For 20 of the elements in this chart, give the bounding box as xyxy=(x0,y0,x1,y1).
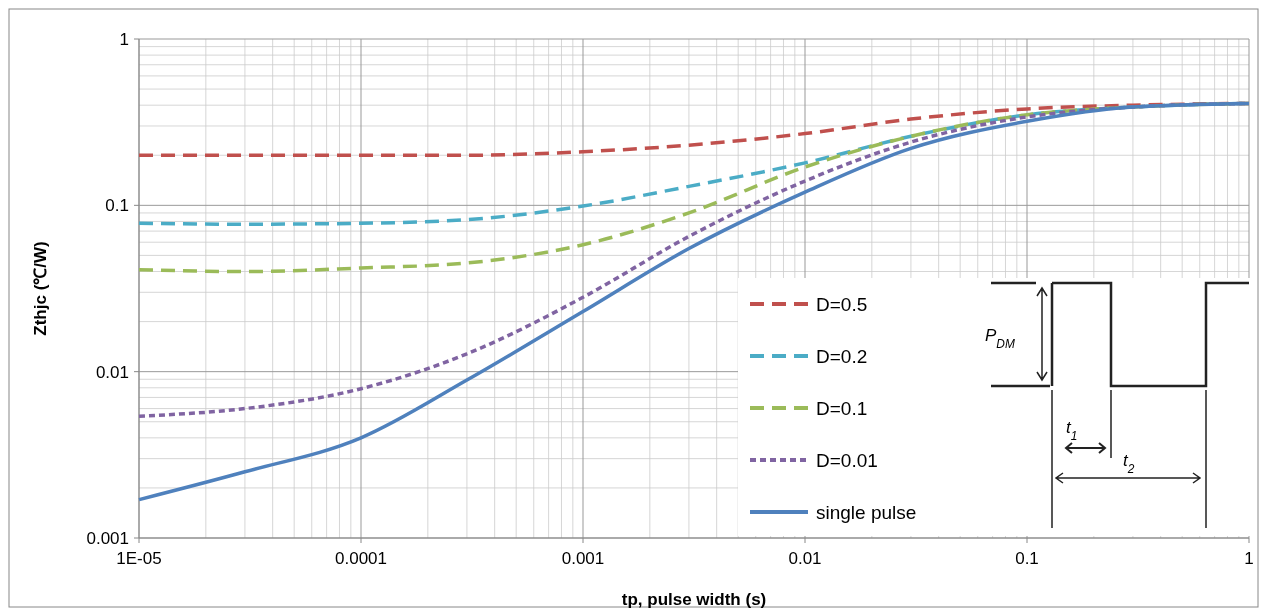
x-tick-label: 1 xyxy=(1244,549,1254,568)
legend-label: D=0.1 xyxy=(816,397,868,419)
x-tick-label: 0.1 xyxy=(1015,549,1039,568)
x-tick-label: 0.01 xyxy=(788,549,822,568)
y-tick-label: 1 xyxy=(119,29,129,49)
y-axis-title: Zthjc (℃/W) xyxy=(31,241,50,336)
annotation: t$_{2}$ xyxy=(1123,451,1135,476)
x-axis-title: tp, pulse width (s) xyxy=(621,590,767,609)
legend-label: D=0.01 xyxy=(816,449,878,471)
x-tick-label: 1E-05 xyxy=(116,549,162,568)
y-tick-label: 0.01 xyxy=(95,362,129,382)
y-tick-label: 0.001 xyxy=(86,528,129,548)
legend-label: D=0.5 xyxy=(816,293,868,315)
legend-label: single pulse xyxy=(816,501,917,523)
x-tick-label: 0.001 xyxy=(561,549,605,568)
x-tick-label: 0.0001 xyxy=(335,549,387,568)
annotation: t$_{1}$ xyxy=(1066,418,1078,443)
y-tick-label: 0.1 xyxy=(105,196,129,216)
legend-label: D=0.2 xyxy=(816,345,868,367)
annotation: P$_{DM}$ xyxy=(985,326,1015,351)
